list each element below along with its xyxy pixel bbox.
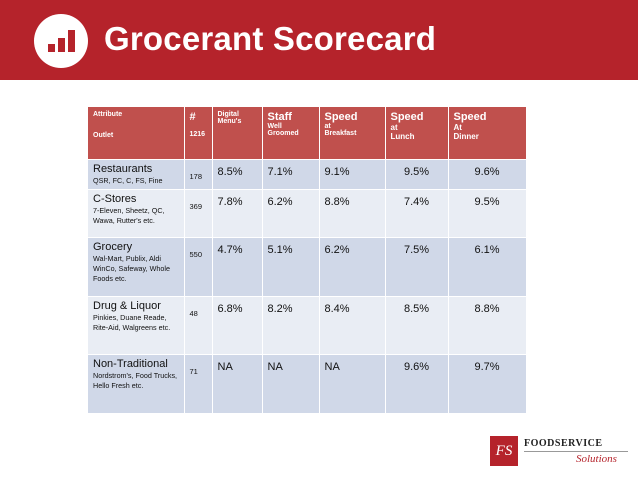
brand-tagline: Solutions (576, 453, 617, 465)
lunch-cell: 7.5% (385, 237, 449, 297)
title-banner: Grocerant Scorecard (0, 0, 638, 80)
breakfast-cell: 6.2% (319, 237, 386, 297)
count-cell: 48 (184, 296, 213, 355)
outlet-cell: Drug & Liquor Pinkies, Duane Reade, Rite… (88, 296, 185, 355)
digital-cell: 6.8% (212, 296, 263, 355)
breakfast-cell: NA (319, 354, 386, 413)
breakfast-cell: 8.4% (319, 296, 386, 355)
outlet-cell: C-Stores 7-Eleven, Sheetz, QC, Wawa, Rut… (88, 189, 185, 238)
digital-cell: 4.7% (212, 237, 263, 297)
outlet-cell: Non-Traditional Nordstrom's, Food Trucks… (88, 354, 185, 413)
staff-cell: 5.1% (262, 237, 320, 297)
lunch-cell: 7.4% (385, 189, 449, 238)
header-staff-groomed: Staff Well Groomed (262, 107, 320, 160)
digital-cell: 7.8% (212, 189, 263, 238)
dinner-cell: 8.8% (448, 296, 527, 355)
dinner-cell: 9.7% (448, 354, 527, 413)
lunch-cell: 9.6% (385, 354, 449, 413)
digital-cell: 8.5% (212, 159, 263, 190)
table-row: Non-Traditional Nordstrom's, Food Trucks… (88, 354, 527, 413)
scorecard-table: Attribute Outlet # 1216 Digital Menu's S… (88, 107, 527, 413)
breakfast-cell: 9.1% (319, 159, 386, 190)
dinner-cell: 9.5% (448, 189, 527, 238)
header-speed-breakfast: Speed at Breakfast (319, 107, 386, 160)
table-header-row: Attribute Outlet # 1216 Digital Menu's S… (88, 107, 527, 160)
digital-cell: NA (212, 354, 263, 413)
count-cell: 178 (184, 159, 213, 190)
page-title: Grocerant Scorecard (104, 20, 437, 57)
header-attribute-outlet: Attribute Outlet (88, 107, 185, 160)
staff-cell: 8.2% (262, 296, 320, 355)
bar-chart-icon (34, 14, 88, 68)
table-row: C-Stores 7-Eleven, Sheetz, QC, Wawa, Rut… (88, 189, 527, 238)
outlet-cell: Restaurants QSR, FC, C, FS, Fine (88, 159, 185, 190)
outlet-cell: Grocery Wal-Mart, Publix, Aldi WinCo, Sa… (88, 237, 185, 297)
header-speed-lunch: Speed at Lunch (385, 107, 449, 160)
table-row: Restaurants QSR, FC, C, FS, Fine 178 8.5… (88, 159, 527, 190)
count-cell: 369 (184, 189, 213, 238)
staff-cell: NA (262, 354, 320, 413)
header-count: # 1216 (184, 107, 213, 160)
header-digital-menus: Digital Menu's (212, 107, 263, 160)
table-row: Drug & Liquor Pinkies, Duane Reade, Rite… (88, 296, 527, 355)
lunch-cell: 9.5% (385, 159, 449, 190)
brand-divider (524, 451, 628, 452)
count-cell: 71 (184, 354, 213, 413)
count-cell: 550 (184, 237, 213, 297)
header-speed-dinner: Speed At Dinner (448, 107, 527, 160)
brand-name: FOODSERVICE (524, 438, 603, 449)
staff-cell: 7.1% (262, 159, 320, 190)
table-row: Grocery Wal-Mart, Publix, Aldi WinCo, Sa… (88, 237, 527, 297)
breakfast-cell: 8.8% (319, 189, 386, 238)
dinner-cell: 9.6% (448, 159, 527, 190)
dinner-cell: 6.1% (448, 237, 527, 297)
foodservice-solutions-logo: FS FOODSERVICE Solutions (490, 436, 630, 470)
lunch-cell: 8.5% (385, 296, 449, 355)
fs-logo-mark: FS (490, 436, 518, 466)
staff-cell: 6.2% (262, 189, 320, 238)
